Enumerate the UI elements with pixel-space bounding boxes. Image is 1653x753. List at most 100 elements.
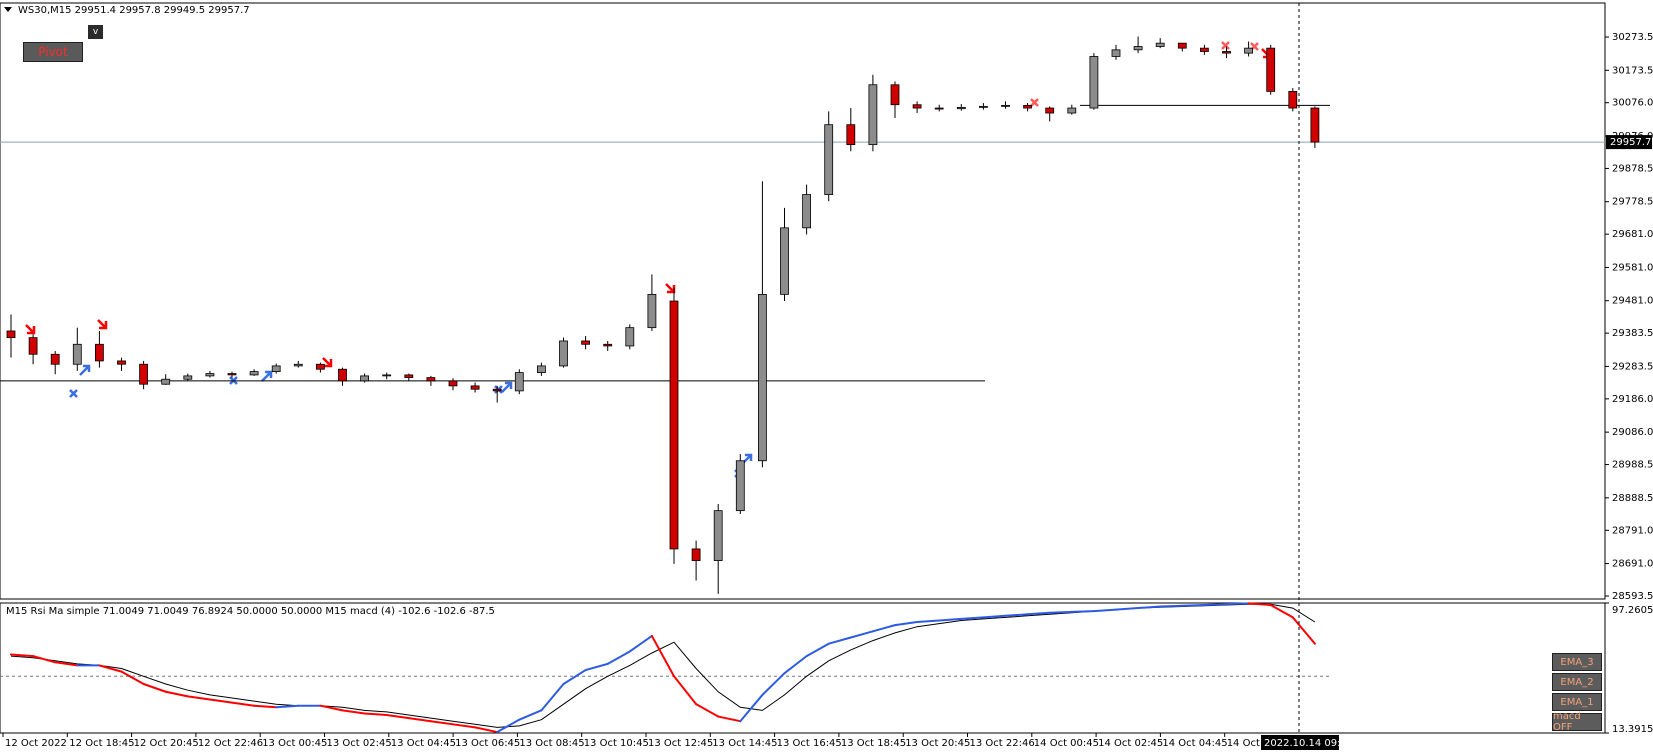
y-tick-label: 28791.0 [1612, 525, 1653, 536]
y-tick-label: 30273.5 [1612, 32, 1653, 43]
candle-body [979, 105, 988, 108]
candle-body [1177, 42, 1187, 49]
pivot-button[interactable]: Pivot [23, 42, 83, 62]
candle-body [537, 365, 546, 373]
ema3-button[interactable]: EMA_3 [1552, 653, 1602, 671]
rsi-segment [1137, 605, 1162, 610]
y-tick-label: 29778.5 [1612, 197, 1653, 208]
candle-body [448, 380, 458, 387]
candle-body [1222, 51, 1231, 54]
candle-body [6, 330, 16, 339]
candle-body [956, 106, 966, 110]
candle-body [1089, 56, 1099, 109]
candle-body [227, 373, 237, 376]
candle-body [1200, 47, 1209, 52]
candle-body [1067, 107, 1077, 114]
rsi-segment [761, 672, 786, 696]
buy-arrow [79, 364, 91, 376]
rsi-segment [805, 642, 830, 658]
y-tick-label: 29878.5 [1612, 163, 1653, 174]
ema2-button[interactable]: EMA_2 [1552, 673, 1602, 691]
ema1-button[interactable]: EMA_1 [1552, 693, 1602, 711]
y-tick-label: 28593.5 [1612, 591, 1653, 602]
rsi-segment [363, 712, 388, 717]
candle-body [581, 340, 590, 345]
rsi-segment [1115, 607, 1140, 611]
x-tick-label: 13 Oct 04:45 [391, 738, 456, 749]
candle-body [1244, 47, 1253, 54]
rsi-segment [1048, 610, 1073, 614]
x-tick-label: 13 Oct 06:45 [455, 738, 520, 749]
candle-body [382, 374, 392, 377]
x-tick-label: 13 Oct 08:45 [519, 738, 584, 749]
rsi-segment [827, 636, 852, 645]
rsi-segment [960, 616, 985, 620]
rsi-segment [695, 703, 720, 718]
rsi-segment [341, 709, 366, 715]
y-tick-label: 29086.0 [1612, 427, 1653, 438]
candle-body [647, 293, 657, 329]
buy-cross [69, 389, 78, 398]
candle-body [205, 373, 215, 377]
y-tick-label: 29681.0 [1612, 229, 1653, 240]
rsi-segment [1092, 608, 1117, 613]
rsi-segment [275, 704, 300, 709]
rsi-segment [32, 655, 57, 664]
sell-cross [1221, 41, 1230, 50]
rsi-segment [1026, 611, 1051, 616]
rsi-segment [1203, 603, 1228, 606]
candle-body [139, 363, 149, 385]
rsi-segment [540, 683, 565, 712]
cursor-label: 2022.10.14 09:15 [1264, 738, 1353, 749]
candle-body [1001, 104, 1010, 107]
rsi-segment [938, 617, 963, 622]
candle-body [890, 84, 900, 106]
candle-body [669, 300, 679, 550]
candle-body [360, 375, 370, 382]
rsi-segment [518, 709, 543, 721]
last-price-label: 29957.7 [1610, 137, 1651, 148]
rsi-segment [1269, 603, 1294, 619]
rsi-segment [871, 624, 896, 633]
rsi-segment [54, 661, 79, 667]
candle-body [1155, 42, 1165, 47]
sell-arrow [25, 324, 36, 335]
macd-button[interactable]: macd OFF [1552, 711, 1602, 733]
buy-arrow [261, 370, 273, 382]
x-tick-label: 14 Oct 02:45 [1098, 738, 1163, 749]
y-tick-label: 29481.0 [1612, 296, 1653, 307]
rsi-segment [673, 675, 698, 706]
rsi-segment [1247, 602, 1272, 606]
x-tick-label: 12 Oct 2022 [5, 738, 67, 749]
rsi-segment [1070, 610, 1095, 613]
candle-body [338, 368, 347, 382]
candle-body [50, 353, 60, 365]
x-tick-label: 13 Oct 20:45 [905, 738, 970, 749]
candle-body [117, 360, 126, 365]
rsi-segment [849, 630, 874, 639]
candle-body [1045, 107, 1055, 114]
y-tick-label: 30076.0 [1612, 98, 1653, 109]
y-tick-label: 29283.5 [1612, 361, 1653, 372]
v-button[interactable]: v [88, 25, 103, 39]
candle-body [404, 374, 414, 378]
x-tick-label: 12 Oct 20:45 [134, 738, 199, 749]
candle-body [161, 378, 171, 385]
x-tick-label: 13 Oct 16:45 [777, 738, 842, 749]
y-tick-label: 29383.5 [1612, 328, 1653, 339]
rsi-segment [429, 720, 454, 726]
candle-body [625, 327, 635, 347]
x-tick-label: 14 Oct 00:45 [1034, 738, 1099, 749]
symbol-title: WS30,M15 29951.4 29957.8 29949.5 29957.7 [18, 5, 250, 16]
candle-body [72, 343, 82, 365]
candle-body [603, 343, 613, 347]
candle-body [934, 107, 944, 110]
candle-body [735, 460, 745, 512]
sell-cross [1030, 98, 1039, 107]
candle-body [492, 388, 502, 392]
rsi-segment [142, 683, 167, 693]
rsi-segment [1004, 613, 1029, 617]
rsi-segment [474, 726, 499, 734]
candle-body [1266, 47, 1276, 92]
